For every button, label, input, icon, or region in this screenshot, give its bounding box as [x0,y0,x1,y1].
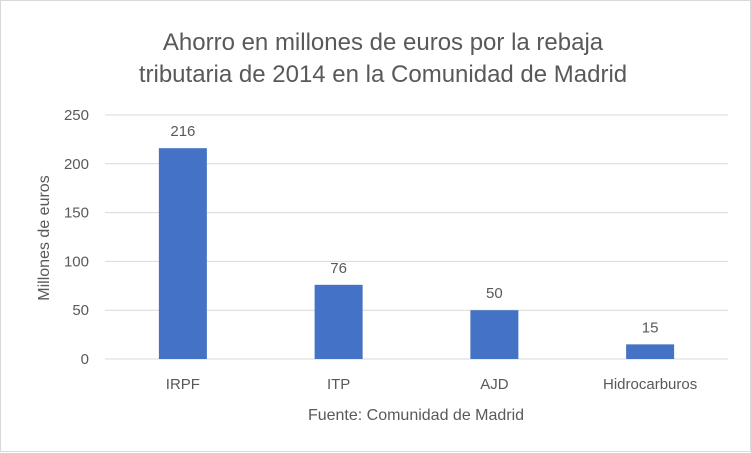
y-tick-label: 0 [81,351,89,368]
x-tick-label: Hidrocarburos [603,376,697,393]
bar-itp [314,284,363,359]
x-tick-label: AJD [480,376,509,393]
bar-ajd [470,310,519,359]
y-tick-label: 50 [72,302,89,319]
bar-hidrocarburos [626,344,675,359]
y-tick-label: 200 [64,156,89,173]
y-tick-label: 100 [64,253,89,270]
x-tick-label: IRPF [166,376,200,393]
data-label: 76 [330,260,347,277]
x-tick-label: ITP [327,376,350,393]
y-axis-label: Millones de euros [36,175,53,300]
chart-title-line-1: Ahorro en millones de euros por la rebaj… [163,29,604,56]
bar-irpf [158,148,207,359]
data-label: 216 [170,123,195,140]
chart-title-line-2: tributaria de 2014 en la Comunidad de Ma… [139,61,627,88]
data-label: 15 [642,319,659,336]
y-tick-label: 150 [64,205,89,222]
y-tick-label: 250 [64,107,89,124]
x-axis-label: Fuente: Comunidad de Madrid [308,407,524,424]
data-label: 50 [486,285,503,302]
